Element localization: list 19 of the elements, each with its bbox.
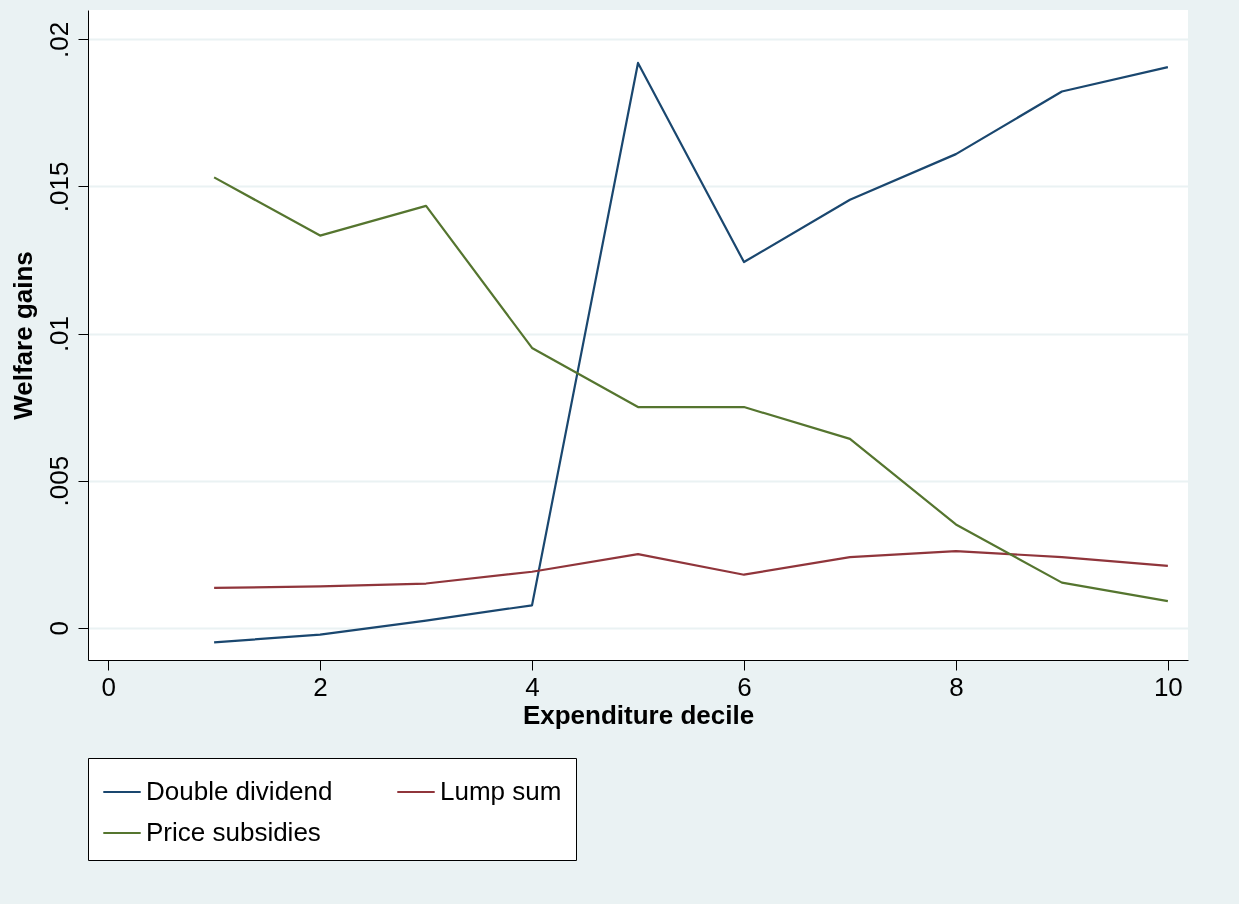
- x-tick-label: 8: [949, 671, 964, 702]
- x-tick-label: 10: [1153, 671, 1183, 702]
- legend-label: Price subsidies: [146, 817, 321, 847]
- y-tick-label: 0: [43, 620, 74, 636]
- line-series: [213, 61, 1169, 644]
- line-series: [213, 550, 1169, 590]
- y-tick-label: .005: [43, 455, 74, 507]
- legend-label: Lump sum: [440, 776, 562, 806]
- x-tick-label: 2: [313, 671, 328, 702]
- y-tick-label: .02: [43, 21, 74, 58]
- x-tick-label: 6: [737, 671, 752, 702]
- legend-label: Double dividend: [146, 776, 333, 806]
- line-series: [213, 176, 1169, 603]
- x-tick-label: 4: [525, 671, 540, 702]
- x-tick-label: 0: [101, 671, 116, 702]
- y-tick-label: .015: [43, 161, 74, 213]
- y-axis-title: Welfare gains: [7, 251, 38, 420]
- y-tick-label: .01: [43, 315, 74, 353]
- x-axis-title: Expenditure decile: [522, 699, 755, 730]
